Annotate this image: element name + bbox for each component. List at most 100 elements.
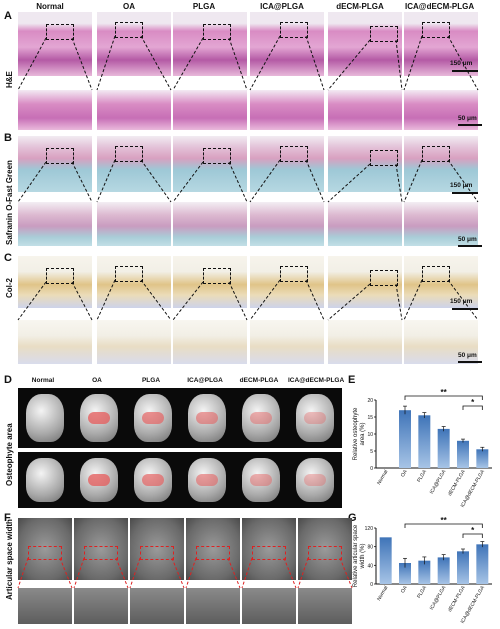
significance-bracket-outer-label: ** (441, 516, 448, 525)
row-label-safranin: Safranin O-Fast Green (5, 160, 14, 245)
reconstruction-tile (18, 452, 72, 508)
xray-tile (298, 518, 352, 580)
osteophyte-highlight (88, 412, 110, 424)
y-tick-label: 5 (370, 449, 373, 455)
scale-bar-a-high (458, 124, 482, 126)
y-tick-label: 20 (367, 398, 373, 404)
he-high-tile (18, 90, 92, 130)
bar (457, 440, 469, 468)
row-label-col2: Col-2 (5, 278, 14, 298)
bone-shape (26, 394, 64, 442)
col-head-decm-plga: dECM-PLGA (336, 2, 384, 11)
saf-zoom-box (115, 146, 143, 162)
saf-high-tile (404, 202, 478, 246)
col-high-tile (18, 320, 92, 364)
x-tick-label: PLGA (416, 584, 428, 599)
saf-zoom-box (203, 148, 231, 164)
osteophyte-highlight (142, 474, 164, 486)
saf-low-tile (18, 136, 92, 192)
saf-low-tile (97, 136, 171, 192)
panel-letter-d: D (4, 374, 12, 386)
scale-bar-c-high (458, 361, 482, 363)
reconstruction-tile (288, 452, 342, 508)
significance-bracket-outer (404, 395, 483, 400)
reconstruction-tile (126, 388, 180, 448)
col-head-ica-decm-plga: ICA@dECM-PLGA (405, 2, 475, 11)
bone-shape (296, 394, 334, 442)
col-head-oa: OA (123, 2, 135, 11)
scale-label-c-high: 50 μm (458, 352, 477, 359)
significance-bracket-inner-label: * (471, 526, 475, 535)
he-zoom-box (203, 24, 231, 40)
y-axis-label: Relative osteophytearea (%) (353, 407, 366, 460)
osteophyte-highlight (304, 412, 326, 424)
row-label-he: H&E (5, 71, 14, 88)
significance-bracket-inner (462, 533, 483, 538)
y-tick-label: 120 (365, 526, 374, 532)
scale-label-c-low: 150 μm (450, 298, 473, 305)
significance-bracket-inner-label: * (471, 398, 475, 407)
xray-tile (242, 518, 296, 580)
xray-zoom-tile (242, 588, 296, 624)
y-axis-label: Relative articular spacewidth (%) (353, 524, 366, 587)
he-zoom-box (422, 22, 450, 38)
panel-letter-c: C (4, 252, 12, 264)
col-head-normal: Normal (36, 2, 64, 11)
reconstruction-tile (180, 452, 234, 508)
d-head-decm-plga: dECM-PLGA (239, 377, 279, 384)
panel-letter-a: A (4, 10, 12, 22)
scale-bar-c-low (452, 308, 478, 310)
col-zoom-box (46, 268, 74, 284)
x-tick-label: dECM-PLGA (447, 468, 467, 497)
he-zoom-box (46, 24, 74, 40)
osteophyte-highlight (88, 474, 110, 486)
reconstruction-tile (126, 452, 180, 508)
joint-space-box (140, 546, 174, 560)
y-tick-label: 0 (370, 582, 373, 588)
x-tick-label: Normal (376, 585, 389, 602)
xray-zoom-tile (18, 588, 72, 624)
panel-letter-g: G (348, 512, 357, 524)
osteophyte-highlight (250, 474, 272, 486)
reconstruction-tile (18, 388, 72, 448)
col-high-tile (404, 320, 478, 364)
panel-letter-f: F (4, 512, 11, 524)
reconstruction-tile (288, 388, 342, 448)
bone-shape (26, 458, 64, 502)
y-tick-label: 0 (370, 466, 373, 472)
y-tick-label: 40 (367, 563, 373, 569)
saf-zoom-box (370, 150, 398, 166)
saf-high-tile (97, 202, 171, 246)
xray-zoom-tile (298, 588, 352, 624)
col-high-tile (328, 320, 402, 364)
he-high-tile (97, 90, 171, 130)
saf-high-tile (328, 202, 402, 246)
x-tick-label: dECM-PLGA (447, 584, 467, 613)
d-head-plga: PLGA (141, 377, 161, 384)
scale-label-b-high: 50 μm (458, 236, 477, 243)
y-tick-label: 10 (367, 432, 373, 438)
bar (418, 415, 431, 468)
saf-zoom-box (280, 146, 308, 162)
joint-space-box (308, 546, 342, 560)
bar (379, 537, 392, 584)
x-tick-label: PLGA (416, 468, 428, 483)
row-label-articular: Articular space width (5, 519, 14, 600)
reconstruction-tile (234, 452, 288, 508)
significance-bracket-inner (462, 405, 483, 410)
he-zoom-box (370, 26, 398, 42)
he-low-tile (173, 12, 247, 76)
xray-zoom-tile (130, 588, 184, 624)
col-high-tile (250, 320, 324, 364)
col-head-ica-plga: ICA@PLGA (260, 2, 304, 11)
d-head-ica-plga: ICA@PLGA (187, 377, 223, 384)
he-low-tile (18, 12, 92, 76)
bar (399, 563, 411, 584)
xray-tile (18, 518, 72, 580)
col-head-plga: PLGA (192, 2, 216, 11)
reconstruction-tile (234, 388, 288, 448)
col-zoom-box (203, 268, 231, 284)
xray-tile (186, 518, 240, 580)
